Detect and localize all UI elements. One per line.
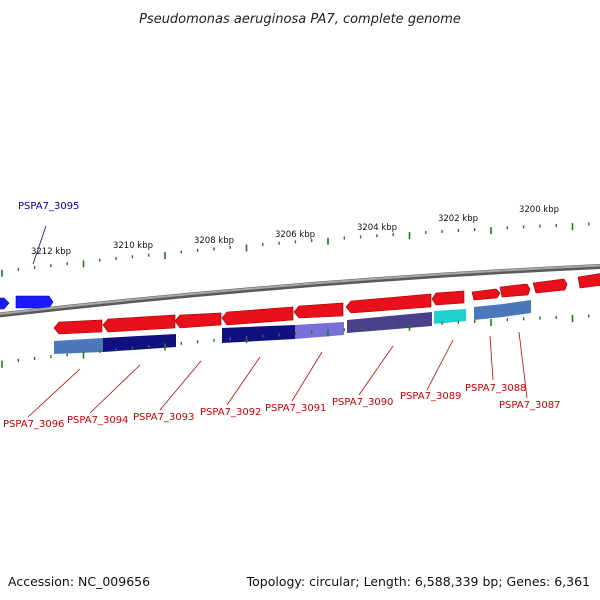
gene-label-pspa7-3087[interactable]: PSPA7_3087: [499, 400, 560, 411]
category-bar: [503, 300, 531, 317]
ruler-labels: 3212 kbp 3210 kbp 3208 kbp 3206 kbp 3204…: [31, 205, 559, 257]
gene-arrow-pspa7-3089[interactable]: [431, 290, 465, 306]
gene-arrow-pspa7-3090[interactable]: [345, 293, 432, 314]
gene-arrow[interactable]: [499, 283, 531, 298]
forward-strand-genes: [0, 273, 600, 310]
gene-arrow-pspa7-3096[interactable]: [53, 319, 103, 335]
leader-line: [32, 225, 47, 265]
gene-label-pspa7-3091[interactable]: PSPA7_3091: [265, 403, 326, 414]
inner-tick-track: [1, 314, 590, 368]
page-title: Pseudomonas aeruginosa PA7, complete gen…: [139, 12, 461, 27]
reverse-strand-genes: [53, 290, 465, 335]
ruler-label-3200: 3200 kbp: [519, 205, 559, 215]
gene-arrow[interactable]: [0, 297, 10, 310]
gene-label-pspa7-3093[interactable]: PSPA7_3093: [133, 412, 194, 423]
ruler-label-3210: 3210 kbp: [113, 241, 153, 251]
gene-arrow-pspa7-3093[interactable]: [174, 312, 222, 329]
category-bar: [347, 312, 432, 333]
category-bars: [54, 300, 531, 354]
gene-label-pspa7-3088[interactable]: PSPA7_3088: [465, 383, 526, 394]
ruler-label-3208: 3208 kbp: [194, 236, 234, 246]
category-bar: [474, 304, 503, 320]
gene-arrow-pspa7-3094[interactable]: [102, 314, 176, 333]
category-bar: [54, 338, 103, 354]
leader-line: [291, 351, 323, 402]
gene-labels: PSPA7_3095 PSPA7_3096 PSPA7_3094 PSPA7_3…: [3, 201, 560, 430]
gene-arrow-pspa7-3092[interactable]: [221, 306, 294, 326]
gene-label-pspa7-3096[interactable]: PSPA7_3096: [3, 419, 64, 430]
category-bar: [222, 325, 295, 343]
gene-arrow-pspa7-3095[interactable]: [15, 295, 54, 309]
gene-arrow[interactable]: [471, 288, 501, 301]
leader-line: [426, 339, 454, 391]
category-bar: [434, 309, 466, 324]
gene-label-pspa7-3095[interactable]: PSPA7_3095: [18, 201, 79, 212]
leader-line: [489, 335, 494, 381]
accession-text: Accession: NC_009656: [8, 574, 150, 589]
ruler-label-3204: 3204 kbp: [357, 223, 397, 233]
category-bar: [295, 322, 344, 339]
leader-line: [159, 360, 202, 411]
ruler-label-3206: 3206 kbp: [275, 230, 315, 240]
gene-label-pspa7-3090[interactable]: PSPA7_3090: [332, 397, 393, 408]
ruler-label-3212: 3212 kbp: [31, 247, 71, 257]
leader-line: [518, 331, 528, 399]
leader-line: [89, 364, 141, 414]
gene-arrow[interactable]: [577, 273, 600, 289]
category-bar: [103, 334, 176, 352]
gene-label-pspa7-3094[interactable]: PSPA7_3094: [67, 415, 128, 426]
leader-line: [226, 356, 261, 406]
gene-arrow[interactable]: [532, 278, 568, 294]
genome-backbone-highlight: [0, 264, 600, 315]
gene-arrow-pspa7-3091[interactable]: [293, 302, 344, 319]
leader-lines: [27, 225, 528, 418]
leader-line: [358, 345, 394, 396]
ruler-label-3202: 3202 kbp: [438, 214, 478, 224]
genome-backbone: [0, 263, 600, 318]
leader-line: [27, 368, 81, 418]
genome-summary-text: Topology: circular; Length: 6,588,339 bp…: [246, 574, 590, 589]
gene-label-pspa7-3092[interactable]: PSPA7_3092: [200, 407, 261, 418]
outer-tick-track: [1, 222, 590, 277]
gene-label-pspa7-3089[interactable]: PSPA7_3089: [400, 391, 461, 402]
